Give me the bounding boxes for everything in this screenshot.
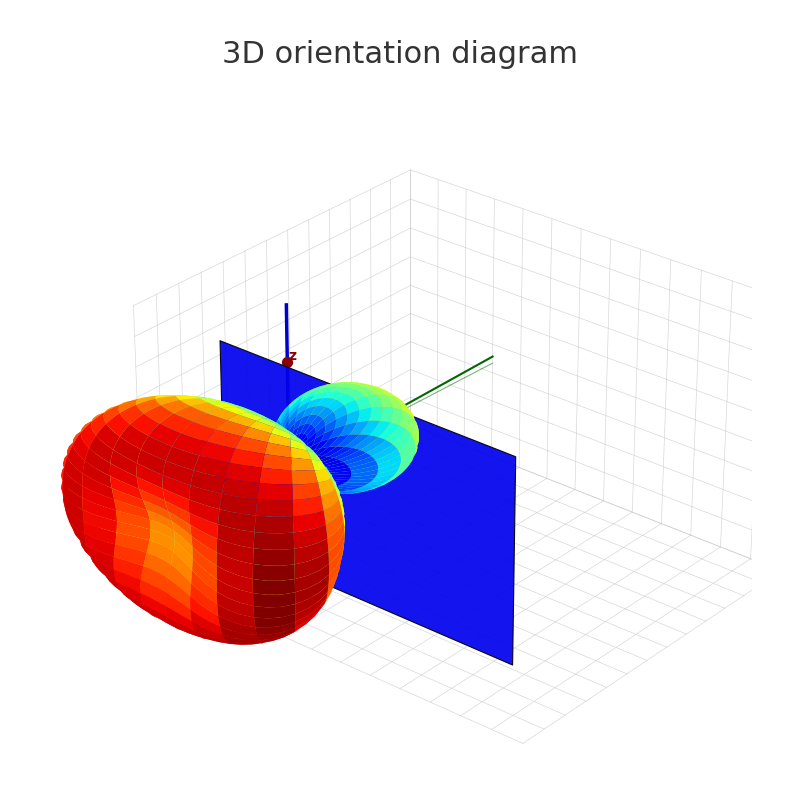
Text: 3D orientation diagram: 3D orientation diagram [222, 40, 578, 69]
